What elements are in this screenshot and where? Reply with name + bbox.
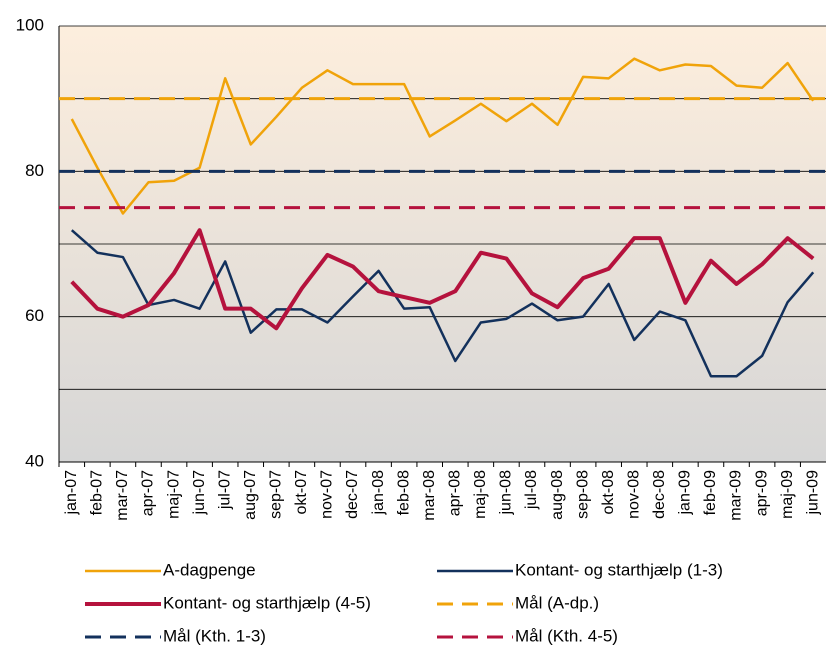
x-tick-label: mar-09 (728, 470, 745, 521)
x-tick-label: mar-07 (114, 470, 131, 521)
x-tick-label: jan-09 (677, 470, 694, 516)
x-tick-label: okt-07 (293, 470, 310, 515)
x-tick-label: mar-08 (421, 470, 438, 521)
x-tick-label: maj-09 (779, 470, 796, 519)
x-tick-label: dec-07 (344, 470, 361, 519)
x-tick-label: jun-07 (191, 470, 208, 516)
x-tick-label: nov-08 (625, 470, 642, 519)
x-tick-label: feb-07 (89, 470, 106, 515)
x-tick-label: apr-08 (447, 470, 464, 516)
x-tick-label: aug-07 (242, 470, 259, 520)
y-tick-label: 40 (25, 451, 44, 470)
y-tick-label: 60 (25, 306, 44, 325)
legend-label: A-dagpenge (163, 560, 256, 579)
x-tick-label: apr-09 (753, 470, 770, 516)
legend-label: Mål (Kth. 1-3) (163, 626, 266, 645)
y-tick-label: 80 (25, 161, 44, 180)
x-tick-label: jul-08 (523, 470, 540, 510)
legend-label: Mål (Kth. 4-5) (515, 626, 618, 645)
y-tick-label: 100 (16, 15, 44, 34)
x-tick-label: maj-07 (165, 470, 182, 519)
series-line (70, 229, 815, 378)
legend-label: Kontant- og starthjælp (4-5) (163, 593, 371, 612)
x-tick-label: jun-08 (498, 470, 515, 516)
legend-label: Kontant- og starthjælp (1-3) (515, 560, 723, 579)
legend-label: Mål (A-dp.) (515, 593, 599, 612)
x-tick-label: feb-09 (702, 470, 719, 515)
x-tick-label: maj-08 (472, 470, 489, 519)
x-tick-label: sep-07 (268, 470, 285, 519)
x-tick-label: feb-08 (395, 470, 412, 515)
x-tick-label: apr-07 (140, 470, 157, 516)
x-tick-label: dec-08 (651, 470, 668, 519)
series-line (70, 228, 815, 331)
x-tick-label: jan-08 (370, 470, 387, 516)
x-tick-label: jun-09 (804, 470, 821, 516)
x-tick-label: okt-08 (600, 470, 617, 515)
x-tick-label: nov-07 (319, 470, 336, 519)
x-tick-label: jan-07 (63, 470, 80, 516)
x-tick-label: sep-08 (574, 470, 591, 519)
x-tick-label: aug-08 (549, 470, 566, 520)
x-tick-label: jul-07 (216, 470, 233, 510)
